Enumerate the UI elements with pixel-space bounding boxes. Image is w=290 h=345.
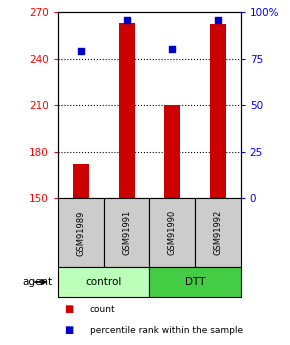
Bar bbox=[58, 267, 149, 297]
Bar bbox=[104, 198, 149, 267]
Text: DTT: DTT bbox=[185, 277, 205, 287]
Bar bbox=[119, 23, 135, 198]
Text: count: count bbox=[90, 305, 115, 314]
Text: GSM91990: GSM91990 bbox=[168, 210, 177, 256]
Text: GSM91992: GSM91992 bbox=[213, 210, 222, 256]
Text: agent: agent bbox=[22, 277, 52, 287]
Text: GSM91989: GSM91989 bbox=[76, 210, 85, 256]
Bar bbox=[195, 198, 241, 267]
Point bbox=[79, 48, 83, 54]
Bar bbox=[149, 198, 195, 267]
Text: percentile rank within the sample: percentile rank within the sample bbox=[90, 326, 243, 335]
Bar bbox=[164, 105, 180, 198]
Text: ■: ■ bbox=[64, 325, 73, 335]
Point bbox=[124, 17, 129, 22]
Bar bbox=[73, 164, 89, 198]
Text: ■: ■ bbox=[64, 304, 73, 314]
Text: control: control bbox=[86, 277, 122, 287]
Bar bbox=[210, 24, 226, 198]
Bar bbox=[149, 267, 241, 297]
Point bbox=[170, 47, 175, 52]
Bar bbox=[58, 198, 104, 267]
Text: GSM91991: GSM91991 bbox=[122, 210, 131, 256]
Point bbox=[215, 17, 220, 22]
